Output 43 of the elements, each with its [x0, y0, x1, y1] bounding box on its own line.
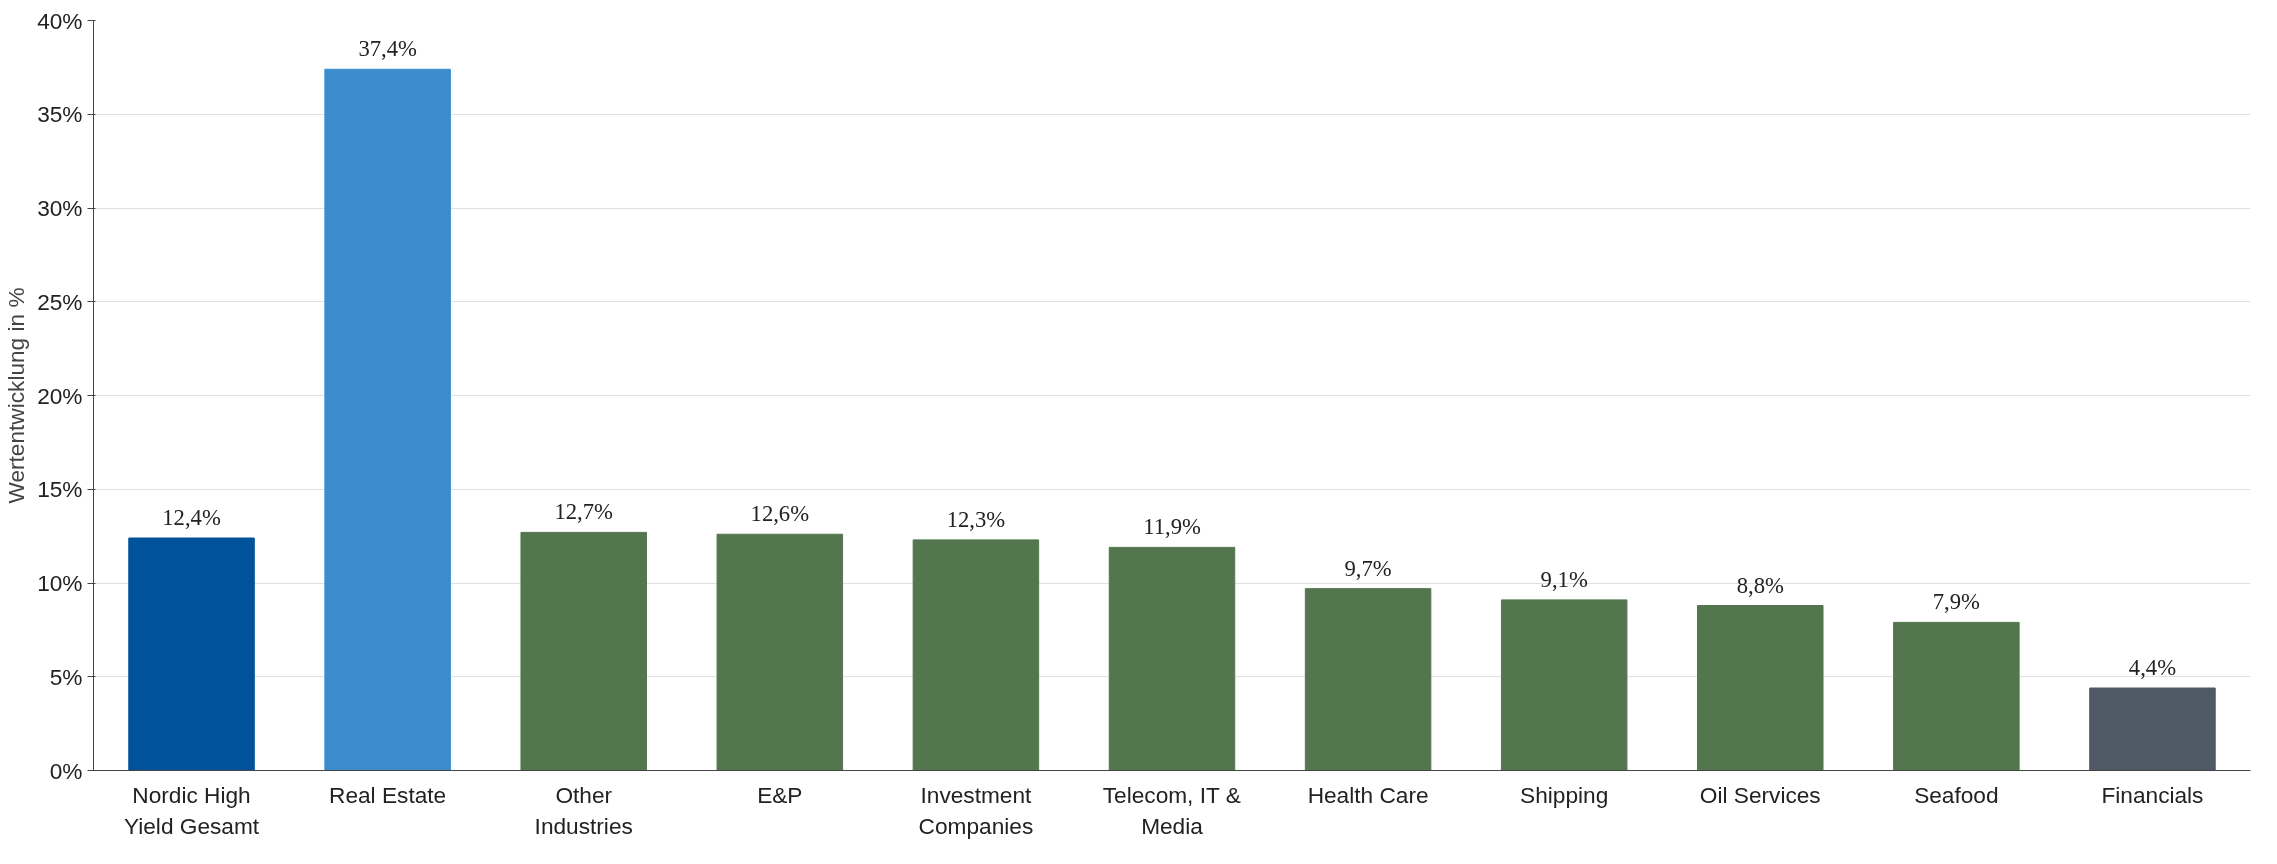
x-tick-label: Health Care [1307, 781, 1429, 808]
x-tick-label: Real Estate [329, 781, 447, 808]
x-tick-label: Nordic High Yield Gesamt [123, 781, 260, 839]
data-label: 9,7% [1344, 555, 1392, 581]
bar [1108, 546, 1236, 771]
data-label: 7,9% [1932, 589, 1981, 615]
data-label: 37,4% [358, 36, 418, 62]
data-label: 12,4% [162, 505, 221, 530]
y-tick-label: 40% [37, 7, 83, 34]
y-tick-label: 10% [37, 570, 83, 596]
x-tick-label: Telecom, IT & Media [1102, 781, 1241, 839]
bar [1500, 599, 1628, 771]
y-tick-label: 25% [37, 288, 83, 315]
bar [520, 531, 647, 771]
x-tick-label: E&P [757, 781, 803, 808]
data-label: 4,4% [2128, 655, 2177, 680]
y-tick-label: 15% [37, 476, 83, 503]
x-tick-label: Oil Services [1699, 781, 1821, 808]
bar [128, 537, 255, 771]
x-tick-label: Seafood [1914, 781, 1999, 808]
y-tick-label: 35% [37, 101, 83, 128]
x-tick-label: Shipping [1520, 781, 1609, 808]
data-label: 12,3% [946, 506, 1006, 532]
x-tick-label: Other Industries [534, 781, 633, 839]
data-label: 9,1% [1540, 566, 1588, 592]
bar [912, 539, 1040, 771]
x-tick-label: Investment Companies [918, 781, 1034, 839]
y-tick-label: 20% [37, 382, 83, 409]
data-label: 12,6% [750, 501, 810, 527]
bar [716, 533, 844, 771]
y-tick-label: 5% [49, 663, 83, 690]
y-tick-label: 0% [49, 757, 83, 784]
data-label: 12,7% [554, 499, 614, 525]
bar [1893, 621, 2020, 771]
bar [324, 68, 451, 771]
bar [1304, 588, 1432, 771]
y-axis-title: Wertentwicklung in % [3, 287, 30, 504]
bar [2089, 687, 2216, 771]
data-label: 11,9% [1143, 514, 1201, 540]
y-tick-label: 30% [37, 195, 83, 221]
bar [1697, 605, 1824, 771]
x-tick-label: Financials [2101, 781, 2204, 808]
data-label: 8,8% [1736, 572, 1784, 598]
